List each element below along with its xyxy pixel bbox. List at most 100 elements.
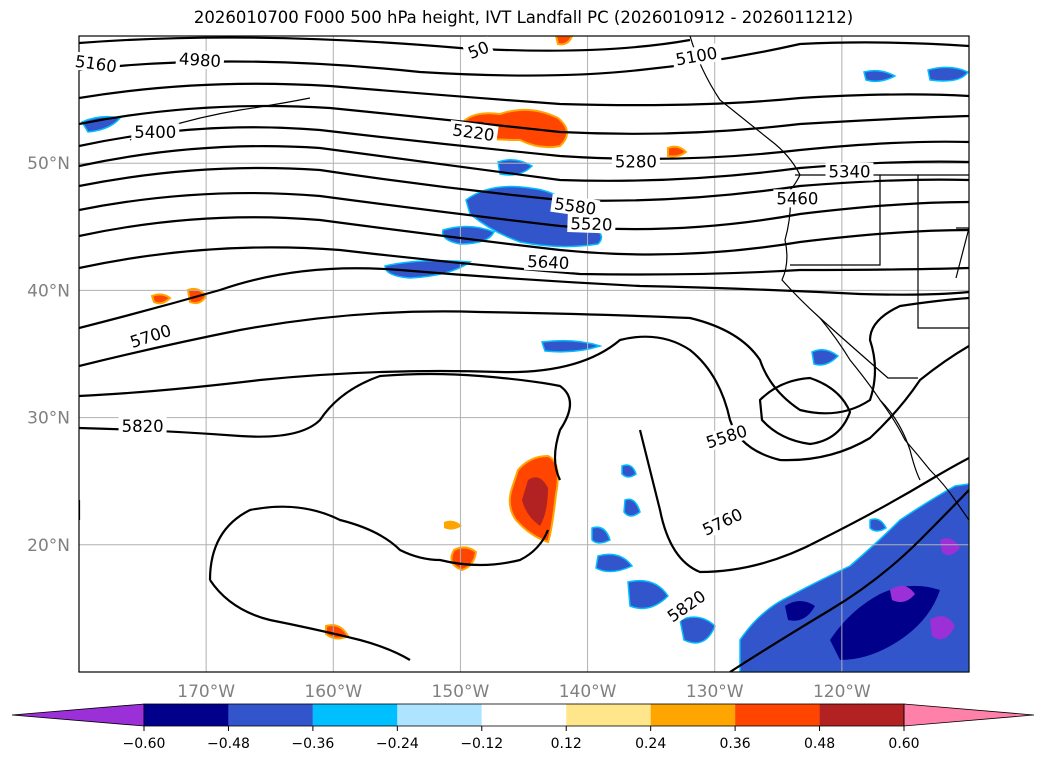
contour-label: 5100 bbox=[671, 42, 722, 69]
contour-label: 5400 bbox=[131, 123, 180, 142]
contour-line bbox=[758, 376, 852, 446]
contour-label: 50 bbox=[462, 36, 495, 64]
contour-line bbox=[79, 335, 969, 462]
baja-coast bbox=[879, 399, 921, 481]
contour-line bbox=[79, 372, 572, 481]
ivt-shading-layer bbox=[80, 36, 969, 672]
shade-strong-positive bbox=[522, 477, 548, 526]
shade-positive-patch bbox=[450, 546, 478, 572]
contour-line bbox=[208, 505, 550, 581]
shade-negative-patch bbox=[869, 518, 887, 532]
contour-label-bg bbox=[567, 213, 616, 234]
contour-line bbox=[209, 579, 411, 661]
contour-label: 4980 bbox=[175, 49, 225, 71]
shade-positive-patch bbox=[554, 36, 574, 46]
contour-line bbox=[79, 216, 969, 256]
colorbar-segment bbox=[650, 704, 736, 726]
colorbar-segment bbox=[735, 704, 820, 726]
contour-label-bg bbox=[661, 584, 712, 628]
contour-label-bg bbox=[671, 42, 722, 69]
colorbar-outline bbox=[143, 703, 905, 727]
colorbar-segment bbox=[397, 704, 482, 726]
lon-tick-label: 160°W bbox=[304, 682, 362, 702]
shade-extreme-negative bbox=[890, 585, 915, 602]
shade-negative-patch bbox=[927, 66, 969, 82]
colorbar-tick-label: 0.48 bbox=[804, 736, 835, 752]
colorbar-segment bbox=[228, 704, 313, 726]
shade-negative-patch bbox=[623, 498, 641, 517]
lat-tick-label: 20°N bbox=[27, 536, 70, 556]
shade-extreme-negative bbox=[940, 538, 960, 556]
lat-tick-label: 50°N bbox=[27, 154, 70, 174]
longitude-labels: 170°W 160°W 150°W 140°W 130°W 120°W bbox=[177, 682, 871, 702]
contour-label-text: 5340 bbox=[828, 163, 870, 182]
colorbar-segment bbox=[481, 704, 567, 726]
contour-label: 5520 bbox=[567, 213, 616, 235]
contour-label-text: 5760 bbox=[700, 505, 746, 540]
contour-label-text: 5520 bbox=[570, 214, 613, 234]
map-title: 2026010700 F000 500 hPa height, IVT Land… bbox=[193, 8, 854, 27]
contour-label-bg bbox=[523, 251, 573, 273]
contour-label-bg bbox=[696, 503, 748, 541]
state-border bbox=[917, 175, 969, 329]
shade-negative-patch bbox=[627, 579, 669, 610]
shade-negative-patch bbox=[621, 464, 637, 478]
contour-label-bg bbox=[773, 189, 822, 208]
shade-positive-patch bbox=[444, 520, 462, 530]
contour-label: 5280 bbox=[611, 152, 660, 171]
colorbar-tick-label: −0.24 bbox=[376, 736, 419, 752]
contour-line bbox=[638, 429, 969, 574]
contour-label: 5340 bbox=[825, 162, 874, 182]
contour-label-bg bbox=[118, 417, 167, 436]
colorbar: −0.60 −0.48 −0.36 −0.24 −0.12 0.12 0.24 0.36 0.4… bbox=[11, 703, 1035, 752]
shade-negative-patch bbox=[384, 259, 473, 279]
colorbar-tick-label: 0.60 bbox=[888, 736, 919, 752]
lon-tick-label: 120°W bbox=[813, 682, 871, 702]
shade-negative-patch bbox=[540, 339, 603, 353]
contour-label-text: 5160 bbox=[74, 52, 118, 77]
contour-label: 5580 bbox=[700, 420, 753, 453]
shade-positive-patch bbox=[150, 293, 172, 305]
contour-line bbox=[79, 126, 969, 161]
shade-negative-patch bbox=[595, 553, 634, 573]
colorbar-tick-label: 0.12 bbox=[551, 736, 582, 752]
contour-label-text: 5460 bbox=[776, 189, 818, 208]
contour-line bbox=[79, 36, 691, 52]
contour-label-bg bbox=[70, 51, 121, 76]
contour-label-text: 5700 bbox=[128, 321, 174, 352]
contour-line bbox=[79, 246, 969, 276]
map-frame bbox=[78, 35, 970, 673]
north-america-west-coast bbox=[781, 189, 969, 521]
shade-extreme-negative bbox=[930, 616, 955, 640]
contour-label-bg bbox=[825, 162, 874, 181]
colorbar-segment bbox=[312, 704, 398, 726]
shade-strong-negative bbox=[830, 585, 940, 660]
contour-label: 5760 bbox=[696, 503, 748, 541]
shade-negative-patch bbox=[863, 69, 897, 83]
contour-label-bg bbox=[700, 420, 753, 453]
contour-label: 5160 bbox=[70, 51, 121, 77]
contour-label-bg bbox=[131, 123, 180, 142]
contour-label-bg bbox=[175, 49, 225, 71]
height-contours bbox=[79, 36, 969, 672]
colorbar-tick-label: 0.24 bbox=[635, 736, 666, 752]
contour-label-text: 5400 bbox=[134, 123, 176, 142]
graticule bbox=[79, 36, 969, 672]
contour-label-text: 4980 bbox=[178, 49, 221, 71]
lat-tick-label: 40°N bbox=[27, 281, 70, 301]
colorbar-segment bbox=[819, 704, 904, 726]
state-border bbox=[819, 317, 918, 379]
colorbar-ticks: −0.60 −0.48 −0.36 −0.24 −0.12 0.12 0.24 0.36 0.4… bbox=[123, 726, 920, 752]
contour-line bbox=[79, 296, 969, 415]
state-border bbox=[955, 227, 969, 279]
lon-tick-label: 130°W bbox=[686, 682, 744, 702]
colorbar-extend-min bbox=[11, 703, 145, 727]
colorbar-tick-label: −0.36 bbox=[291, 736, 334, 752]
contour-label-bg bbox=[611, 152, 660, 171]
colorbar-tick-label: −0.60 bbox=[123, 736, 166, 752]
contour-label-bg bbox=[448, 119, 499, 145]
contour-label-bg bbox=[124, 319, 177, 352]
colorbar-tick-label: 0.36 bbox=[720, 736, 751, 752]
